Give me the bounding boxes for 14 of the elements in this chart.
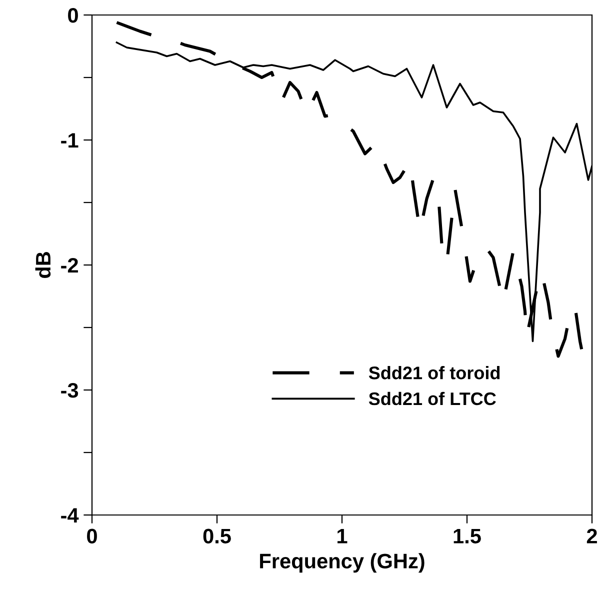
y-tick-label: 0	[68, 8, 78, 23]
x-tick-label: 1.5	[454, 528, 481, 544]
y-axis-title: dB	[35, 252, 51, 278]
legend-label: Sdd21 of toroid	[368, 366, 500, 380]
y-tick-label: -4	[61, 508, 79, 523]
x-axis-title: Frequency (GHz)	[260, 553, 424, 573]
y-tick-label: -1	[61, 133, 78, 148]
x-tick-label: 0.5	[203, 528, 231, 544]
x-tick-label: 2	[586, 528, 597, 544]
legend-label: Sdd21 of LTCC	[368, 392, 496, 406]
x-tick-label: 1	[338, 528, 348, 544]
y-tick-label: -3	[61, 383, 78, 398]
y-tick-label: -2	[61, 258, 78, 273]
x-tick-label: 0	[87, 528, 97, 544]
